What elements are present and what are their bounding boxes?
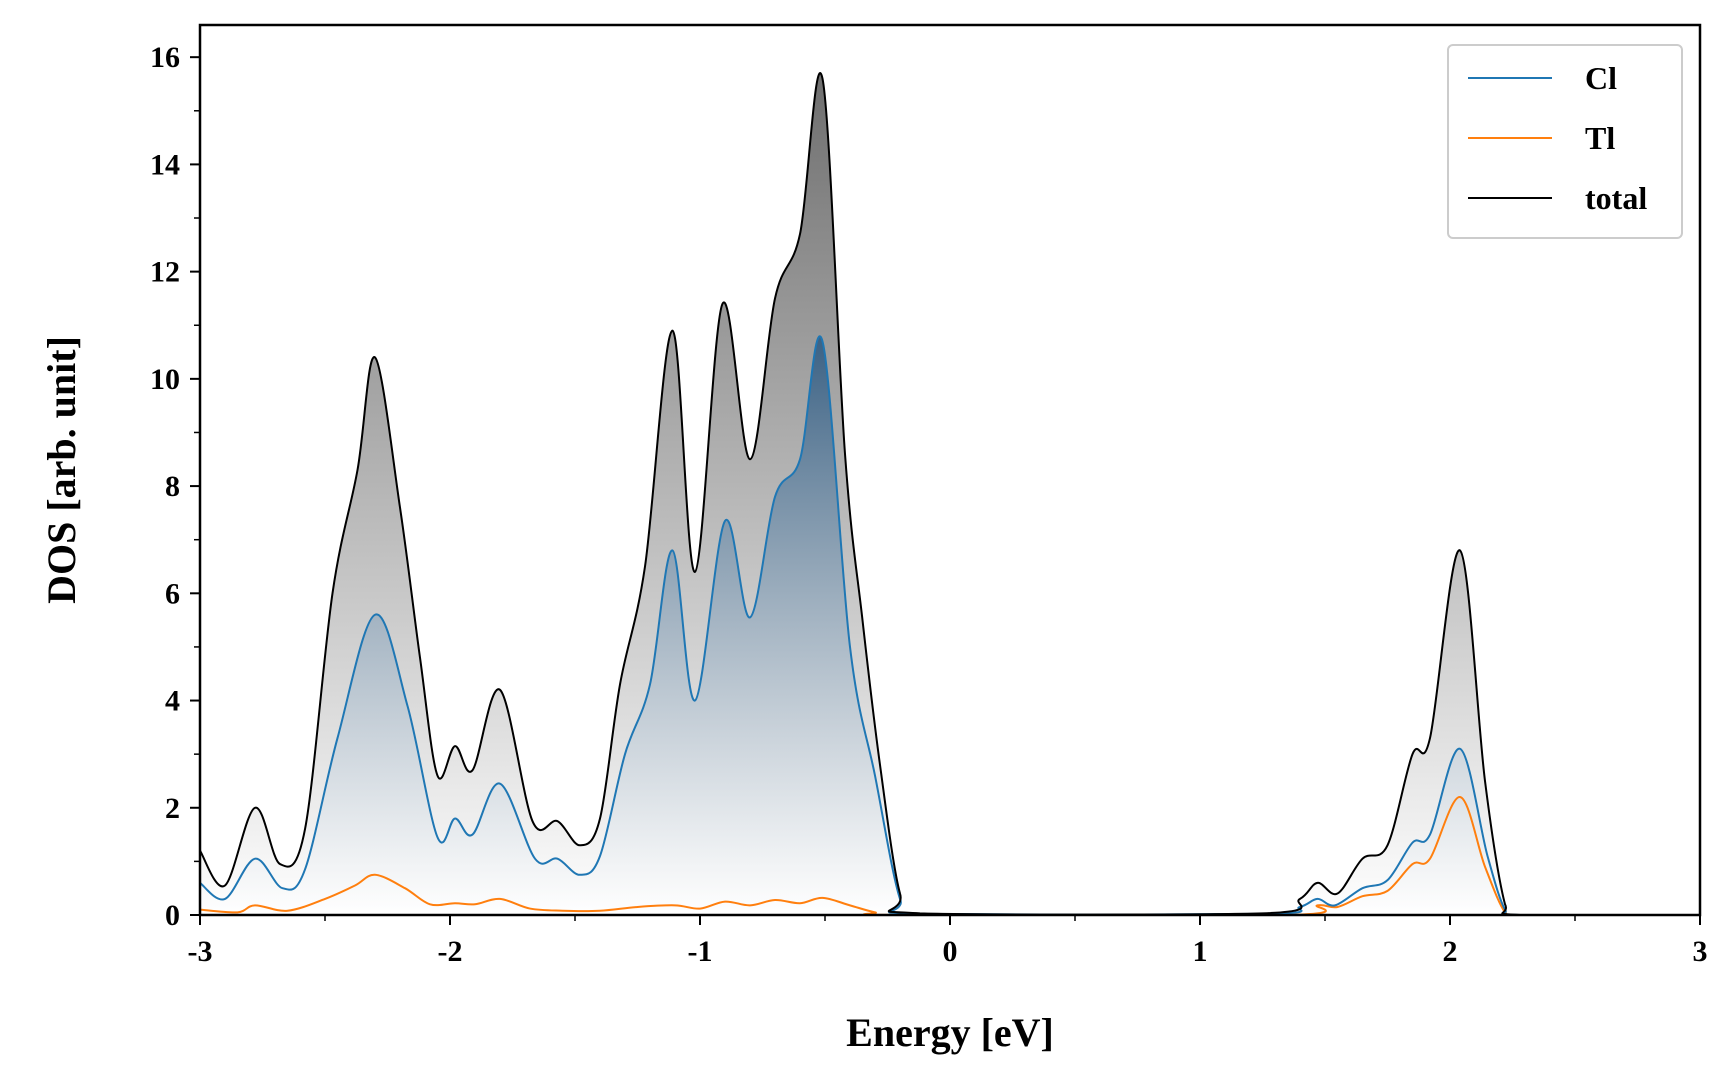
total-series-line	[200, 72, 1700, 915]
x-tick-label: 3	[1693, 935, 1708, 968]
x-axis-label: Energy [eV]	[846, 1010, 1054, 1055]
x-tick-label: 0	[943, 935, 958, 968]
y-tick-label: 10	[150, 363, 180, 396]
tl-series-line	[200, 796, 1700, 915]
y-tick-label: 0	[165, 899, 180, 932]
y-axis-label: DOS [arb. unit]	[39, 336, 84, 604]
x-tick-label: -1	[688, 935, 713, 968]
x-tick-label: -2	[438, 935, 463, 968]
cl-series-line	[200, 335, 1700, 915]
legend-label-tl: Tl	[1585, 120, 1615, 156]
y-tick-label: 14	[150, 148, 180, 181]
x-tick-label: 2	[1443, 935, 1458, 968]
cl-area-fill	[200, 336, 1700, 915]
legend-label-cl: Cl	[1585, 60, 1617, 96]
y-tick-label: 16	[150, 41, 180, 74]
plot-area	[200, 72, 1700, 915]
y-tick-label: 8	[165, 470, 180, 503]
y-tick-label: 2	[165, 792, 180, 825]
y-tick-label: 4	[165, 685, 180, 718]
x-tick-label: 1	[1193, 935, 1208, 968]
y-tick-label: 12	[150, 256, 180, 289]
legend-label-total: total	[1585, 180, 1647, 216]
legend-box	[1447, 44, 1683, 239]
legend: Cl Tl total	[1447, 44, 1683, 239]
x-tick-label: -3	[188, 935, 213, 968]
y-tick-label: 6	[165, 577, 180, 610]
